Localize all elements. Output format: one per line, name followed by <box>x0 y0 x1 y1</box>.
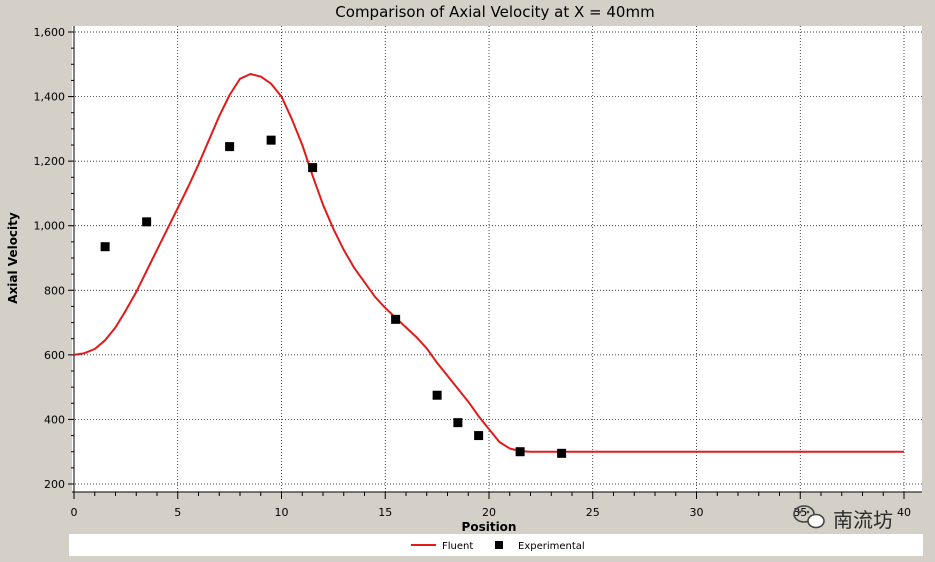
x-tick-label: 30 <box>690 506 704 519</box>
data-point-experimental <box>225 142 235 152</box>
axes <box>72 26 922 493</box>
y-tick-label: 1,600 <box>34 26 66 39</box>
grid <box>72 26 922 492</box>
data-point-experimental <box>432 390 442 400</box>
data-point-experimental <box>308 163 318 173</box>
legend: Fluent Experimental <box>69 534 923 556</box>
wechat-icon <box>793 505 825 529</box>
legend-label-fluent: Fluent <box>442 541 473 552</box>
legend-swatch-experimental <box>495 541 503 549</box>
data-point-experimental <box>557 448 567 458</box>
data-point-experimental <box>453 418 463 428</box>
series-line-fluent <box>73 73 904 453</box>
x-tick-label: 10 <box>275 506 289 519</box>
data-point-experimental <box>391 314 401 324</box>
data-point-experimental <box>142 217 152 227</box>
x-tick-label: 5 <box>174 506 181 519</box>
data-point-experimental <box>100 242 110 252</box>
y-tick-label: 800 <box>44 284 65 297</box>
y-tick-label: 1,400 <box>34 91 66 104</box>
ticks: 200 400 600 800 1,000 1,200 1,400 1,600 0 5 10 15 20… <box>34 26 912 519</box>
legend-label-experimental: Experimental <box>518 541 585 552</box>
data-point-experimental <box>515 447 525 457</box>
y-tick-label: 1,000 <box>34 220 66 233</box>
x-axis-label: Position <box>462 520 517 534</box>
y-tick-label: 600 <box>44 349 65 362</box>
series <box>73 73 904 458</box>
y-tick-label: 1,200 <box>34 155 66 168</box>
data-point-experimental <box>266 135 276 145</box>
x-tick-label: 15 <box>378 506 392 519</box>
watermark-text: 南流坊 <box>833 508 893 532</box>
x-tick-label: 40 <box>897 506 911 519</box>
x-tick-label: 0 <box>71 506 78 519</box>
y-axis-label: Axial Velocity <box>6 212 20 304</box>
x-tick-label: 25 <box>586 506 600 519</box>
chart-title: Comparison of Axial Velocity at X = 40mm <box>335 3 654 21</box>
y-tick-label: 200 <box>44 478 65 491</box>
watermark: 南流坊 <box>793 505 893 532</box>
y-tick-label: 400 <box>44 413 65 426</box>
data-point-experimental <box>474 431 484 441</box>
x-tick-label: 20 <box>482 506 496 519</box>
plot-area <box>72 26 922 492</box>
